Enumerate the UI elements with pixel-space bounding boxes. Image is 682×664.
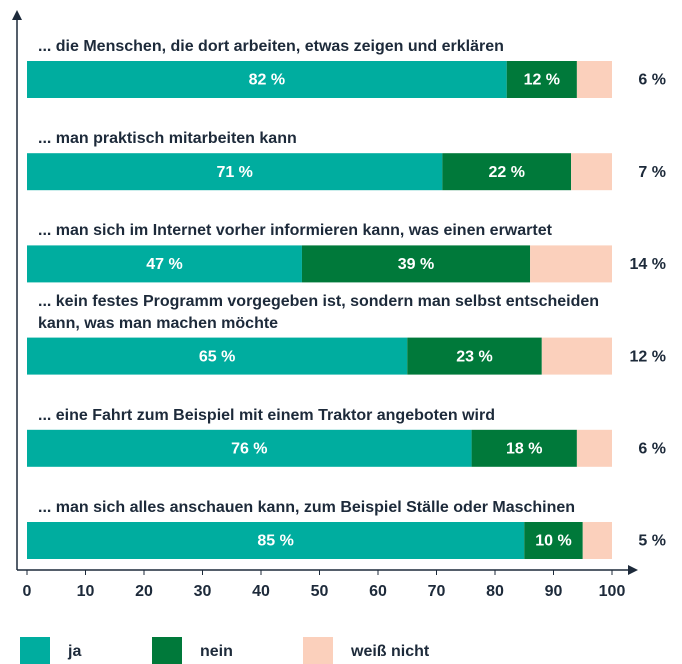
value-label: 10 %: [535, 533, 571, 550]
x-tick-label: 100: [599, 583, 626, 600]
value-label: 22 %: [488, 164, 524, 181]
category-label: ... man sich im Internet vorher informie…: [38, 222, 552, 240]
y-axis-arrow: [12, 10, 22, 20]
bar-segment: [27, 522, 525, 559]
bar-segment: [576, 61, 612, 98]
bar-segment: [27, 61, 507, 98]
value-label: 6 %: [638, 441, 666, 458]
x-tick-label: 90: [545, 583, 563, 600]
category-label: ... die Menschen, die dort arbeiten, etw…: [38, 38, 504, 55]
value-label: 76 %: [231, 441, 267, 458]
value-label: 82 %: [249, 72, 285, 89]
value-label: 39 %: [398, 256, 434, 273]
bar-segment: [582, 522, 612, 559]
legend-swatch: [303, 637, 333, 664]
value-label: 12 %: [630, 348, 666, 365]
value-label: 12 %: [524, 72, 560, 89]
bar-segment: [471, 429, 577, 467]
x-tick-label: 80: [486, 583, 504, 600]
value-label: 23 %: [456, 348, 492, 365]
x-tick-label: 30: [194, 583, 212, 600]
bar-segment: [442, 153, 572, 191]
value-label: 47 %: [146, 256, 182, 273]
bar-segment: [530, 245, 612, 283]
x-tick-label: 10: [77, 583, 95, 600]
bar-segment: [407, 337, 542, 375]
x-tick-label: 60: [369, 583, 387, 600]
legend-swatch: [20, 637, 50, 664]
bar-segment: [301, 245, 531, 283]
bar-segment: [27, 337, 408, 375]
bar-segment: [571, 153, 612, 191]
bar-segment: [27, 429, 472, 467]
value-label: 6 %: [638, 72, 666, 89]
bar-segment: [27, 153, 443, 191]
bar-segment: [576, 429, 612, 467]
value-label: 65 %: [199, 348, 235, 365]
bar-segment: [27, 245, 302, 283]
bar-segment: [524, 522, 583, 559]
x-tick-label: 0: [23, 583, 32, 600]
bar-segment: [506, 61, 577, 98]
legend-label: weiß nicht: [350, 643, 430, 660]
value-label: 7 %: [638, 164, 666, 181]
value-label: 14 %: [630, 256, 666, 273]
category-label: ... kein festes Programm vorgegeben ist,…: [38, 292, 600, 332]
category-label: ... man sich alles anschauen kann, zum B…: [38, 499, 576, 516]
x-tick-label: 50: [311, 583, 329, 600]
legend-label: nein: [200, 643, 233, 660]
value-label: 85 %: [257, 533, 293, 550]
bar-segment: [541, 337, 612, 375]
category-label: ... eine Fahrt zum Beispiel mit einem Tr…: [38, 406, 495, 424]
value-label: 5 %: [638, 533, 666, 550]
x-tick-label: 70: [428, 583, 446, 600]
x-axis-arrow: [628, 565, 638, 575]
value-label: 18 %: [506, 441, 542, 458]
x-tick-label: 40: [252, 583, 270, 600]
legend-swatch: [152, 637, 182, 664]
value-label: 71 %: [216, 164, 252, 181]
category-label: ... man praktisch mitarbeiten kann: [38, 130, 297, 148]
x-tick-label: 20: [135, 583, 153, 600]
legend-label: ja: [67, 643, 81, 660]
